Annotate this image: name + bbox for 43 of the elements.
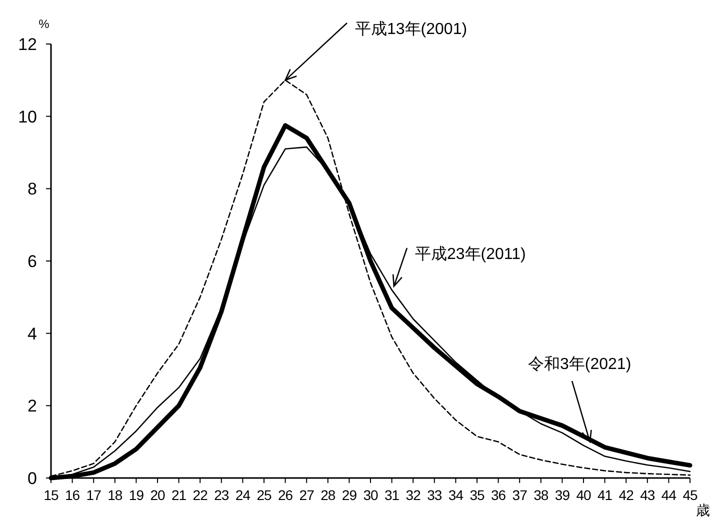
x-tick-label: 39 (554, 487, 570, 503)
x-tick-label: 22 (192, 487, 208, 503)
x-tick-label: 20 (150, 487, 166, 503)
x-tick-label: 37 (512, 487, 528, 503)
x-tick-label: 21 (172, 487, 187, 503)
x-tick-label: 34 (448, 487, 464, 503)
y-tick-label: 12 (18, 35, 37, 54)
annotation: 令和3年(2021) (528, 355, 632, 373)
x-tick-label: 43 (640, 487, 656, 503)
x-tick-label: 25 (256, 487, 272, 503)
annotation: 平成13年(2001) (355, 20, 468, 38)
x-tick-label: 42 (618, 487, 634, 503)
x-tick-label: 24 (235, 487, 251, 503)
x-tick-label: 23 (214, 487, 230, 503)
x-tick-label: 29 (342, 487, 358, 503)
x-tick-label: 27 (299, 487, 315, 503)
x-tick-label: 18 (108, 487, 123, 503)
x-tick-label: 36 (491, 487, 506, 503)
x-tick-label: 33 (427, 487, 442, 503)
x-axis-title: 歳 (696, 502, 710, 518)
y-tick-label: 2 (28, 396, 37, 416)
x-tick-label: 19 (128, 487, 144, 503)
y-axis-title: % (38, 17, 50, 31)
x-tick-label: 28 (320, 487, 336, 503)
x-tick-label: 38 (534, 487, 549, 503)
x-tick-label: 45 (682, 487, 698, 503)
x-tick-label: 32 (406, 487, 422, 503)
x-tick-label: 35 (470, 487, 485, 503)
x-tick-label: 17 (86, 487, 102, 503)
y-tick-label: 6 (28, 252, 37, 271)
annotation: 平成23年(2011) (415, 245, 526, 263)
x-tick-label: 26 (278, 487, 294, 503)
y-tick-label: 0 (28, 469, 37, 488)
x-tick-label: 44 (661, 487, 677, 503)
y-tick-label: 4 (28, 324, 37, 344)
y-tick-label: 8 (28, 180, 37, 199)
x-tick-label: 15 (44, 487, 59, 503)
x-tick-label: 41 (598, 487, 613, 503)
x-tick-label: 31 (384, 487, 400, 503)
x-tick-label: 40 (576, 487, 592, 503)
x-tick-label: 16 (65, 487, 80, 503)
y-tick-label: 10 (18, 107, 37, 126)
x-tick-label: 30 (363, 487, 378, 503)
